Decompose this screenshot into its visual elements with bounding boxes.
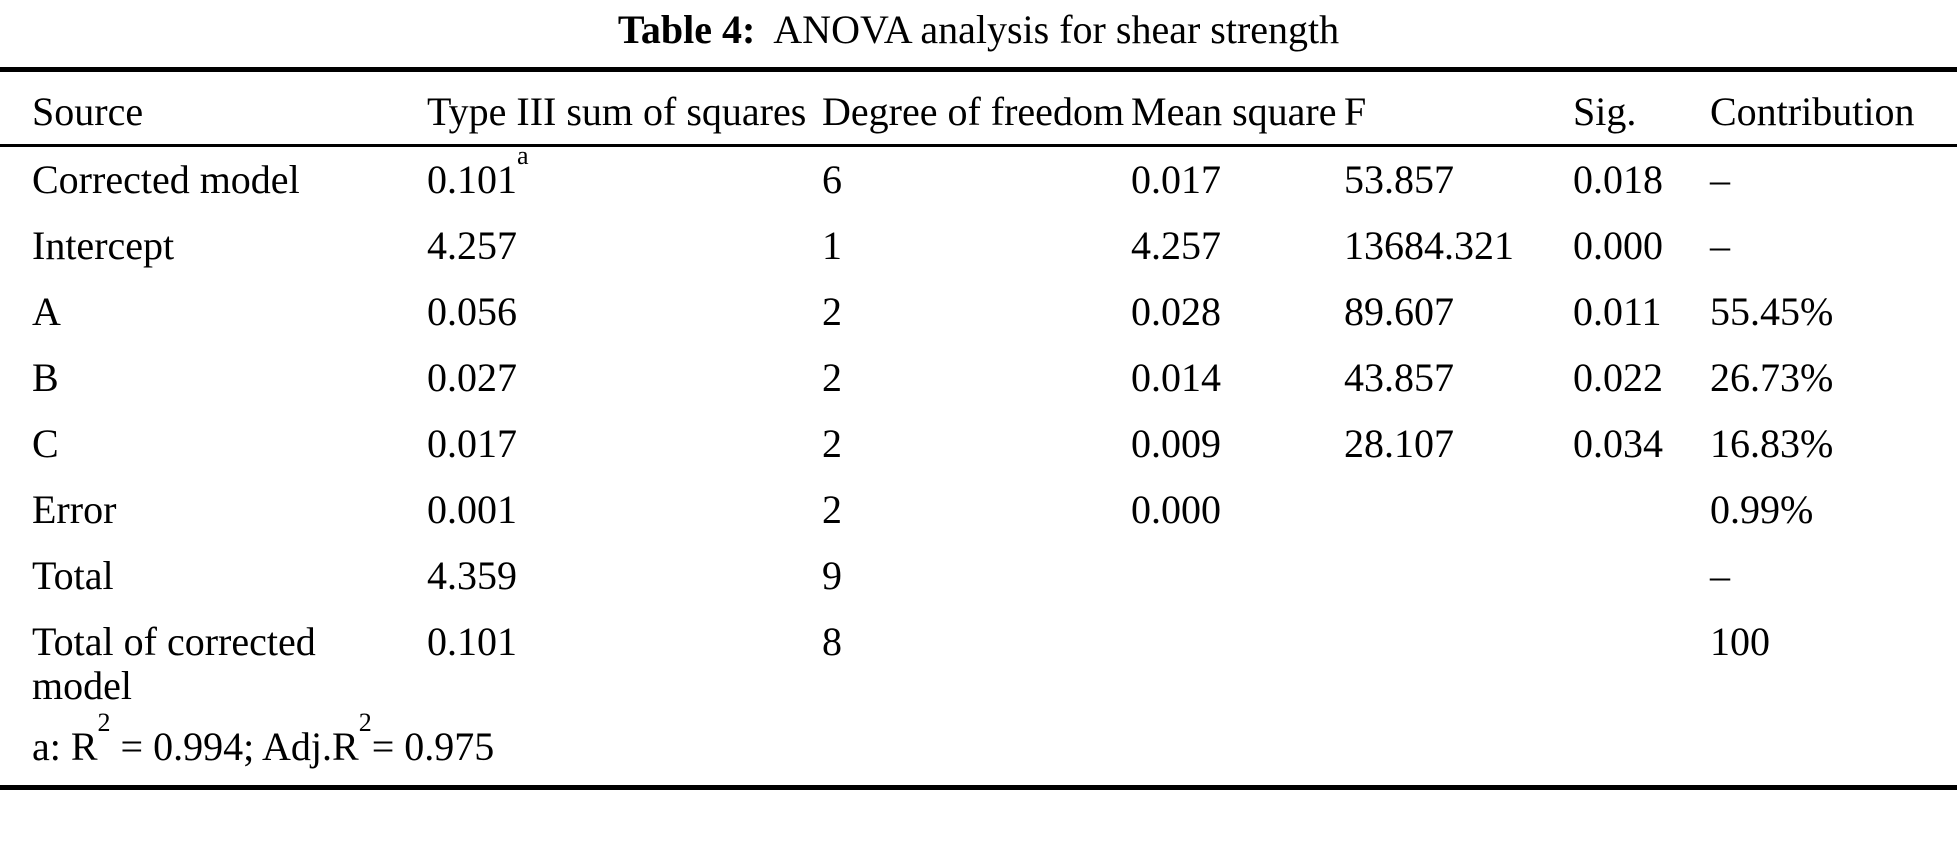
col-header-f: F	[1344, 69, 1573, 147]
cell-degree-of-freedom: 2	[822, 289, 842, 334]
cell-degree-of-freedom: 8	[822, 619, 842, 664]
cell-source: Total of corrected model	[32, 619, 316, 708]
cell-sig: 0.000	[1573, 223, 1663, 268]
table-row: Intercept 4.257 1 4.257 13684.321 0.000 …	[0, 213, 1957, 279]
col-header-sum-of-squares: Type III sum of squares	[427, 69, 822, 147]
cell-sig	[1573, 543, 1710, 609]
col-header-mean-square: Mean square	[1131, 69, 1344, 147]
footnote-marker-a: a	[517, 141, 529, 171]
cell-mean-square: 0.009	[1131, 421, 1221, 466]
footnote-sup-1: 2	[97, 708, 111, 738]
cell-source: A	[32, 289, 61, 334]
cell-source: C	[32, 421, 59, 466]
cell-contribution: –	[1710, 553, 1730, 598]
cell-degree-of-freedom: 2	[822, 355, 842, 400]
cell-sig: 0.034	[1573, 421, 1663, 466]
cell-degree-of-freedom: 1	[822, 223, 842, 268]
cell-source: Corrected model	[32, 157, 300, 202]
table-row: Error 0.001 2 0.000 0.99%	[0, 477, 1957, 543]
cell-contribution: 0.99%	[1710, 487, 1814, 532]
cell-mean-square: 0.028	[1131, 289, 1221, 334]
table-row: A 0.056 2 0.028 89.607 0.011 55.45%	[0, 279, 1957, 345]
cell-f: 28.107	[1344, 421, 1454, 466]
table-caption: Table 4: ANOVA analysis for shear strengt…	[0, 0, 1957, 54]
cell-f: 13684.321	[1344, 223, 1514, 268]
cell-f	[1344, 543, 1573, 609]
cell-sum-of-squares: 0.101a	[427, 143, 822, 214]
cell-degree-of-freedom: 6	[822, 157, 842, 202]
cell-contribution: 26.73%	[1710, 355, 1834, 400]
table-row: C 0.017 2 0.009 28.107 0.034 16.83%	[0, 411, 1957, 477]
cell-sig	[1573, 477, 1710, 543]
cell-f: 43.857	[1344, 355, 1454, 400]
cell-f	[1344, 477, 1573, 543]
cell-mean-square: 4.257	[1131, 223, 1221, 268]
cell-mean-square: 0.000	[1131, 487, 1221, 532]
anova-table: Source Type III sum of squares Degree of…	[0, 67, 1957, 790]
header-row: Source Type III sum of squares Degree of…	[0, 69, 1957, 147]
cell-contribution: 55.45%	[1710, 289, 1834, 334]
cell-mean-square: 0.017	[1131, 157, 1221, 202]
cell-contribution: 100	[1710, 619, 1770, 664]
cell-degree-of-freedom: 9	[822, 553, 842, 598]
cell-sig: 0.022	[1573, 355, 1663, 400]
cell-contribution: –	[1710, 157, 1730, 202]
cell-degree-of-freedom: 2	[822, 487, 842, 532]
table-row: Total 4.359 9 –	[0, 543, 1957, 609]
cell-sig: 0.018	[1573, 157, 1663, 202]
table-caption-text: ANOVA analysis for shear strength	[773, 7, 1340, 52]
table-row: Corrected model 0.101a 6 0.017 53.857 0.…	[0, 143, 1957, 214]
table-footnote: a: R2 = 0.994; Adj.R2= 0.975	[0, 710, 1957, 788]
cell-sig: 0.011	[1573, 289, 1662, 334]
cell-source: Intercept	[32, 223, 175, 268]
cell-source: B	[32, 355, 59, 400]
cell-mean-square: 0.014	[1131, 355, 1221, 400]
footnote-sup-2: 2	[358, 708, 372, 738]
cell-sig	[1573, 609, 1710, 719]
col-header-sig: Sig.	[1573, 69, 1710, 147]
footnote-prefix: a: R	[32, 724, 98, 769]
cell-f	[1344, 609, 1573, 719]
cell-sum-of-squares-value: 0.101	[427, 157, 517, 202]
table-caption-label: Table 4:	[617, 7, 756, 52]
cell-f: 53.857	[1344, 157, 1454, 202]
cell-sum-of-squares: 0.001	[427, 487, 517, 532]
table-row: B 0.027 2 0.014 43.857 0.022 26.73%	[0, 345, 1957, 411]
col-header-source: Source	[0, 69, 427, 147]
cell-mean-square	[1131, 609, 1344, 719]
cell-contribution: 16.83%	[1710, 421, 1834, 466]
cell-source: Total	[32, 553, 114, 598]
cell-source: Error	[32, 487, 117, 532]
col-header-degree-of-freedom: Degree of freedom	[822, 69, 1131, 147]
footnote-suffix: = 0.975	[371, 724, 495, 769]
cell-mean-square	[1131, 543, 1344, 609]
footnote-mid: = 0.994; Adj.R	[110, 724, 359, 769]
col-header-contribution: Contribution	[1710, 69, 1957, 147]
cell-sum-of-squares: 4.257	[427, 223, 517, 268]
footnote-row: a: R2 = 0.994; Adj.R2= 0.975	[0, 710, 1957, 788]
cell-sum-of-squares: 0.027	[427, 355, 517, 400]
cell-contribution: –	[1710, 223, 1730, 268]
cell-sum-of-squares: 0.101	[427, 619, 517, 664]
cell-sum-of-squares: 0.017	[427, 421, 517, 466]
cell-sum-of-squares: 0.056	[427, 289, 517, 334]
cell-degree-of-freedom: 2	[822, 421, 842, 466]
cell-sum-of-squares: 4.359	[427, 553, 517, 598]
cell-f: 89.607	[1344, 289, 1454, 334]
table-row: Total of corrected model 0.101 8 100	[0, 609, 1957, 719]
